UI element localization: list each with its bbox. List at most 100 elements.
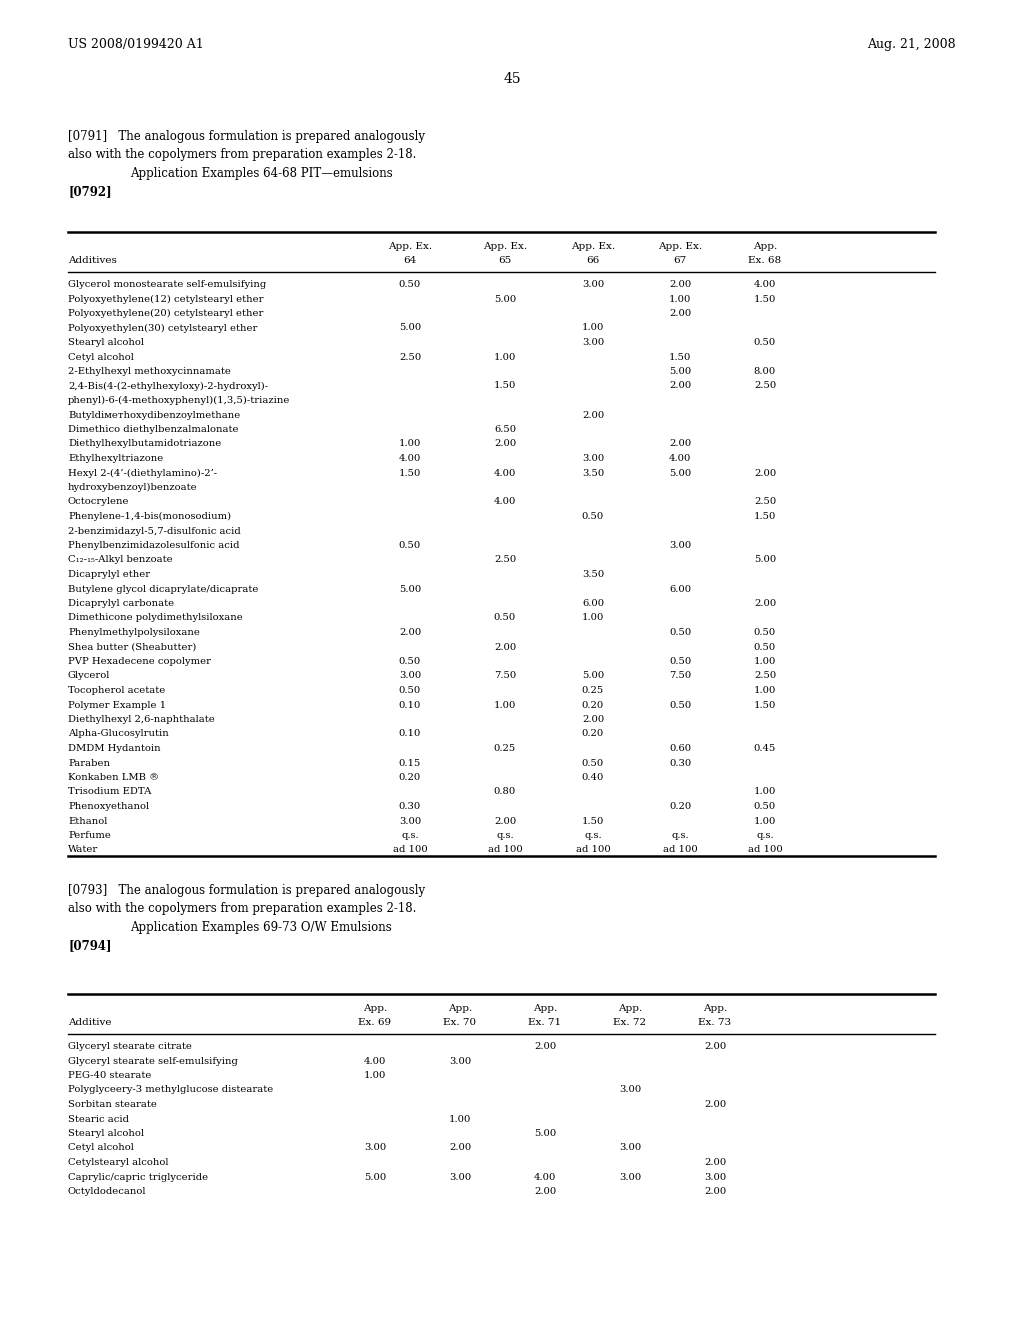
Text: Glycerol monostearate self-emulsifying: Glycerol monostearate self-emulsifying [68,280,266,289]
Text: Dicaprylyl ether: Dicaprylyl ether [68,570,151,579]
Text: Ethanol: Ethanol [68,817,108,825]
Text: 2.00: 2.00 [399,628,421,638]
Text: App.: App. [362,1005,387,1012]
Text: Glycerol: Glycerol [68,672,111,681]
Text: 1.00: 1.00 [449,1114,471,1123]
Text: Paraben: Paraben [68,759,110,767]
Text: Polyoxyethylen(30) cetylstearyl ether: Polyoxyethylen(30) cetylstearyl ether [68,323,257,333]
Text: Glyceryl stearate self-emulsifying: Glyceryl stearate self-emulsifying [68,1056,238,1065]
Text: 1.50: 1.50 [494,381,516,391]
Text: App. Ex.: App. Ex. [483,242,527,251]
Text: 0.60: 0.60 [669,744,691,752]
Text: App.: App. [617,1005,642,1012]
Text: 3.00: 3.00 [618,1172,641,1181]
Text: App.: App. [447,1005,472,1012]
Text: 0.50: 0.50 [399,657,421,667]
Text: 3.00: 3.00 [399,817,421,825]
Text: 3.00: 3.00 [364,1143,386,1152]
Text: 0.50: 0.50 [494,614,516,623]
Text: 1.00: 1.00 [582,323,604,333]
Text: 2.50: 2.50 [754,672,776,681]
Text: 4.00: 4.00 [754,280,776,289]
Text: 1.50: 1.50 [582,817,604,825]
Text: 2-Ethylhexyl methoxycinnamate: 2-Ethylhexyl methoxycinnamate [68,367,230,376]
Text: 0.80: 0.80 [494,788,516,796]
Text: 0.10: 0.10 [398,730,421,738]
Text: Diethylhexylbutamidotriazone: Diethylhexylbutamidotriazone [68,440,221,449]
Text: 4.00: 4.00 [534,1172,556,1181]
Text: Additive: Additive [68,1018,112,1027]
Text: 0.20: 0.20 [582,701,604,710]
Text: 1.00: 1.00 [494,352,516,362]
Text: 2.50: 2.50 [494,556,516,565]
Text: Phenylene-1,4-bis(monosodium): Phenylene-1,4-bis(monosodium) [68,512,231,521]
Text: 0.50: 0.50 [754,803,776,810]
Text: 5.00: 5.00 [494,294,516,304]
Text: 1.00: 1.00 [398,440,421,449]
Text: 3.50: 3.50 [582,570,604,579]
Text: Cetyl alcohol: Cetyl alcohol [68,352,134,362]
Text: Octocrylene: Octocrylene [68,498,129,507]
Text: Butylene glycol dicaprylate/dicaprate: Butylene glycol dicaprylate/dicaprate [68,585,258,594]
Text: App.: App. [702,1005,727,1012]
Text: ad 100: ad 100 [392,846,427,854]
Text: q.s.: q.s. [401,832,419,840]
Text: 0.40: 0.40 [582,774,604,781]
Text: ad 100: ad 100 [663,846,697,854]
Text: 2.00: 2.00 [669,309,691,318]
Text: 2.50: 2.50 [754,381,776,391]
Text: 3.00: 3.00 [582,280,604,289]
Text: 2.00: 2.00 [582,411,604,420]
Text: Diethylhexyl 2,6-naphthalate: Diethylhexyl 2,6-naphthalate [68,715,215,723]
Text: 0.25: 0.25 [582,686,604,696]
Text: 2.00: 2.00 [703,1158,726,1167]
Text: 2.00: 2.00 [582,715,604,723]
Text: 5.00: 5.00 [399,585,421,594]
Text: 0.30: 0.30 [669,759,691,767]
Text: 5.00: 5.00 [582,672,604,681]
Text: Stearic acid: Stearic acid [68,1114,129,1123]
Text: Ex. 69: Ex. 69 [358,1018,391,1027]
Text: ad 100: ad 100 [487,846,522,854]
Text: 5.00: 5.00 [754,556,776,565]
Text: Phenoxyethanol: Phenoxyethanol [68,803,150,810]
Text: App. Ex.: App. Ex. [658,242,702,251]
Text: 3.00: 3.00 [582,454,604,463]
Text: 6.00: 6.00 [669,585,691,594]
Text: Dicaprylyl carbonate: Dicaprylyl carbonate [68,599,174,609]
Text: 0.50: 0.50 [669,657,691,667]
Text: Konkaben LMB ®: Konkaben LMB ® [68,774,159,781]
Text: Polyglyceery-3 methylglucose distearate: Polyglyceery-3 methylglucose distearate [68,1085,273,1094]
Text: Stearyl alcohol: Stearyl alcohol [68,1129,144,1138]
Text: 4.00: 4.00 [398,454,421,463]
Text: 6.00: 6.00 [582,599,604,609]
Text: Shea butter (Sheabutter): Shea butter (Sheabutter) [68,643,197,652]
Text: 67: 67 [674,256,687,265]
Text: Water: Water [68,846,98,854]
Text: 3.00: 3.00 [618,1085,641,1094]
Text: 2.00: 2.00 [669,381,691,391]
Text: Trisodium EDTA: Trisodium EDTA [68,788,152,796]
Text: 0.25: 0.25 [494,744,516,752]
Text: 2.00: 2.00 [703,1100,726,1109]
Text: Sorbitan stearate: Sorbitan stearate [68,1100,157,1109]
Text: [0793]   The analogous formulation is prepared analogously: [0793] The analogous formulation is prep… [68,884,425,898]
Text: Polyoxyethylene(20) cetylstearyl ether: Polyoxyethylene(20) cetylstearyl ether [68,309,263,318]
Text: Octyldodecanol: Octyldodecanol [68,1187,146,1196]
Text: 0.50: 0.50 [582,759,604,767]
Text: 1.50: 1.50 [754,294,776,304]
Text: 4.00: 4.00 [494,498,516,507]
Text: 3.00: 3.00 [669,541,691,550]
Text: q.s.: q.s. [671,832,689,840]
Text: 0.20: 0.20 [582,730,604,738]
Text: Additives: Additives [68,256,117,265]
Text: 0.50: 0.50 [399,280,421,289]
Text: 1.00: 1.00 [754,817,776,825]
Text: 64: 64 [403,256,417,265]
Text: 3.00: 3.00 [449,1172,471,1181]
Text: 0.50: 0.50 [669,628,691,638]
Text: 45: 45 [503,73,521,86]
Text: q.s.: q.s. [584,832,602,840]
Text: 0.50: 0.50 [399,686,421,696]
Text: 2.00: 2.00 [534,1187,556,1196]
